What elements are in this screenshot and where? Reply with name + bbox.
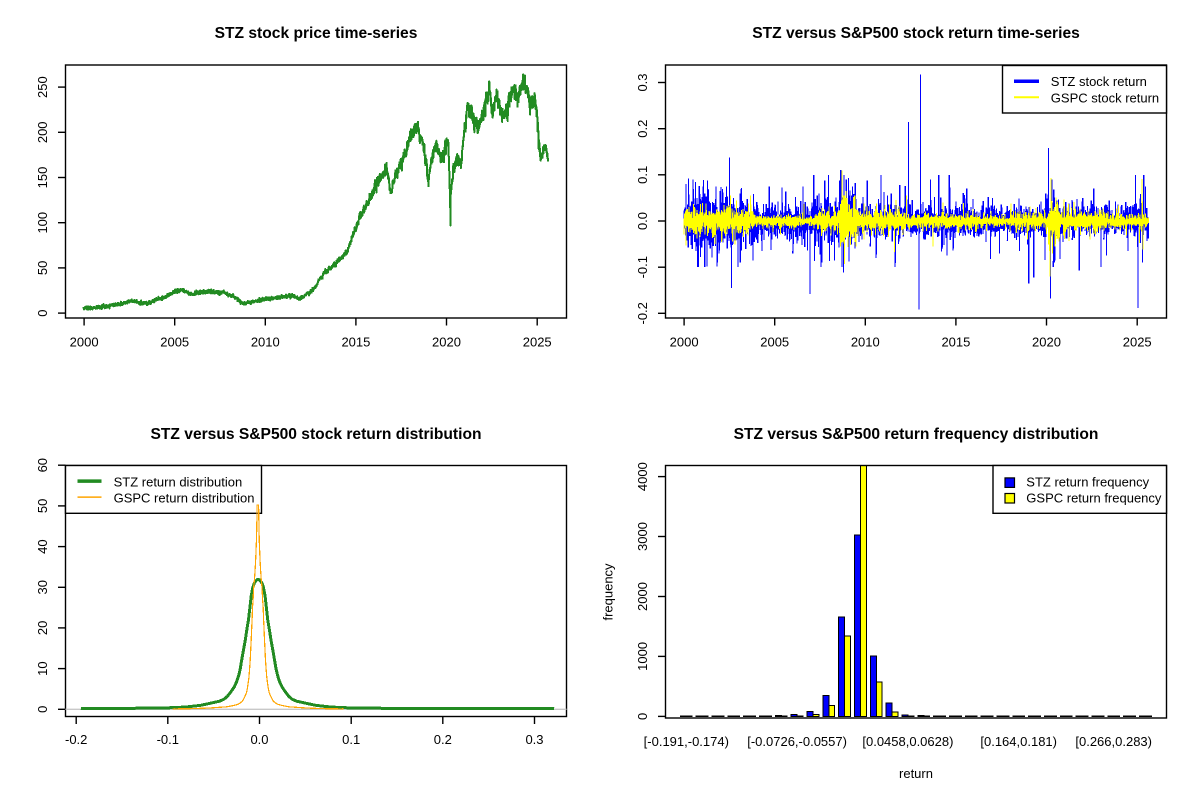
svg-text:2005: 2005 [160,335,189,350]
svg-text:20: 20 [35,621,50,635]
svg-text:4000: 4000 [635,462,650,491]
svg-text:2000: 2000 [70,335,99,350]
svg-text:2015: 2015 [941,335,970,350]
svg-text:0.1: 0.1 [635,166,650,184]
svg-text:1000: 1000 [635,642,650,671]
svg-text:-0.2: -0.2 [635,302,650,324]
svg-text:200: 200 [35,121,50,143]
svg-text:0.0: 0.0 [635,212,650,230]
svg-text:-0.2: -0.2 [65,732,87,747]
svg-text:2000: 2000 [670,335,699,350]
svg-text:[0.0458,0.0628): [0.0458,0.0628) [862,734,953,749]
svg-text:2010: 2010 [251,335,280,350]
svg-text:60: 60 [35,458,50,472]
svg-text:40: 40 [35,539,50,553]
svg-text:0: 0 [35,706,50,713]
svg-text:30: 30 [35,580,50,594]
svg-text:2005: 2005 [760,335,789,350]
svg-text:10: 10 [35,661,50,675]
svg-text:return: return [899,766,933,781]
svg-text:0: 0 [635,713,650,720]
svg-text:frequency: frequency [601,563,616,621]
svg-text:0.3: 0.3 [525,732,543,747]
svg-text:0: 0 [35,309,50,316]
svg-text:0.2: 0.2 [635,120,650,138]
svg-text:2025: 2025 [1123,335,1152,350]
svg-text:-0.1: -0.1 [635,256,650,278]
svg-text:2020: 2020 [432,335,461,350]
svg-text:-0.1: -0.1 [157,732,179,747]
svg-text:150: 150 [35,167,50,189]
svg-text:3000: 3000 [635,522,650,551]
svg-text:0.0: 0.0 [250,732,268,747]
svg-text:[-0.191,-0.174): [-0.191,-0.174) [644,734,729,749]
svg-text:50: 50 [35,261,50,275]
svg-text:STZ versus S&P500 return frequ: STZ versus S&P500 return frequency distr… [734,426,1099,443]
svg-text:STZ versus S&P500 stock return: STZ versus S&P500 stock return time-seri… [752,25,1080,42]
svg-text:[0.266,0.283): [0.266,0.283) [1075,734,1152,749]
svg-text:2020: 2020 [1032,335,1061,350]
svg-text:STZ versus S&P500 stock return: STZ versus S&P500 stock return distribut… [150,426,481,443]
svg-text:2025: 2025 [523,335,552,350]
svg-text:0.2: 0.2 [434,732,452,747]
svg-text:STZ stock price time-series: STZ stock price time-series [215,25,418,42]
svg-text:STZ return frequency: STZ return frequency [1026,474,1149,489]
svg-text:50: 50 [35,499,50,513]
svg-text:STZ stock return: STZ stock return [1051,74,1147,89]
svg-text:2000: 2000 [635,582,650,611]
svg-text:0.3: 0.3 [635,73,650,91]
svg-text:STZ return distribution: STZ return distribution [114,474,243,489]
svg-text:GSPC return distribution: GSPC return distribution [114,490,255,505]
svg-text:GSPC stock return: GSPC stock return [1051,90,1159,105]
svg-text:250: 250 [35,76,50,98]
svg-text:[-0.0726,-0.0557): [-0.0726,-0.0557) [747,734,847,749]
svg-text:2015: 2015 [341,335,370,350]
svg-text:[0.164,0.181): [0.164,0.181) [980,734,1057,749]
svg-text:0.1: 0.1 [342,732,360,747]
svg-text:GSPC return frequency: GSPC return frequency [1026,490,1162,505]
svg-text:100: 100 [35,212,50,234]
svg-text:2010: 2010 [851,335,880,350]
